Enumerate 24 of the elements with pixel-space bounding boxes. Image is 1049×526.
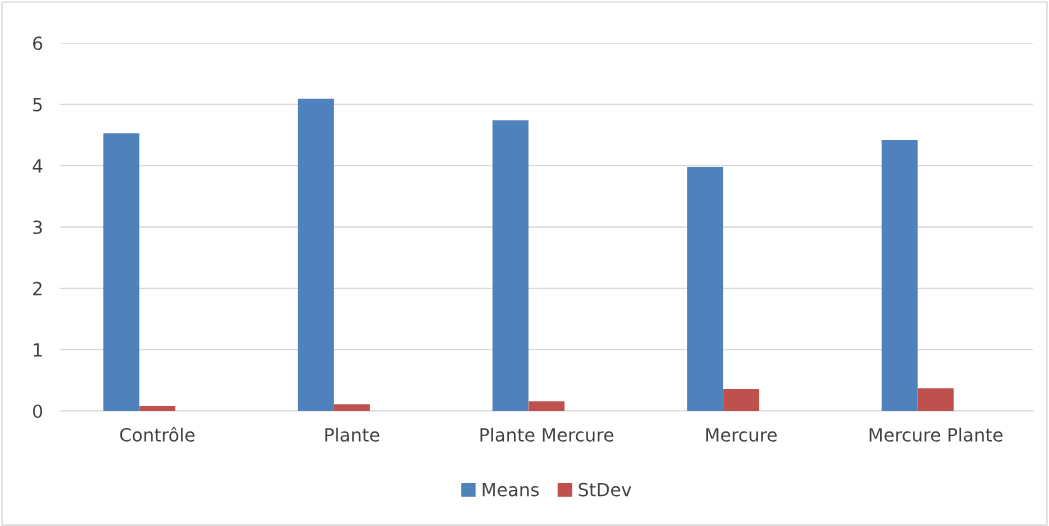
y-tick-label: 4 xyxy=(32,159,43,173)
bar xyxy=(139,406,176,411)
bar xyxy=(917,388,954,411)
x-tick-label: Mercure Plante xyxy=(869,427,1003,442)
x-tick-label: Contrôle xyxy=(120,426,195,442)
bar xyxy=(687,166,724,411)
x-tick-label: Mercure xyxy=(706,428,777,442)
bar xyxy=(333,404,370,411)
y-tick-label: 5 xyxy=(33,98,42,112)
x-tick-label: Plante Mercure xyxy=(480,427,614,442)
x-tick-label: Plante xyxy=(325,427,380,442)
bar xyxy=(492,120,529,411)
y-tick-label: 6 xyxy=(33,36,43,51)
y-tick-label: 1 xyxy=(33,343,42,357)
bar xyxy=(297,98,334,411)
y-tick-label: 0 xyxy=(33,404,43,419)
bar xyxy=(103,133,140,411)
bar xyxy=(881,139,918,411)
y-tick-label: 3 xyxy=(33,220,42,235)
bar xyxy=(528,401,565,411)
legend-label: StDev xyxy=(578,482,632,497)
legend-label: Means xyxy=(482,483,539,497)
y-tick-label: 2 xyxy=(33,281,42,296)
bar xyxy=(723,388,760,411)
